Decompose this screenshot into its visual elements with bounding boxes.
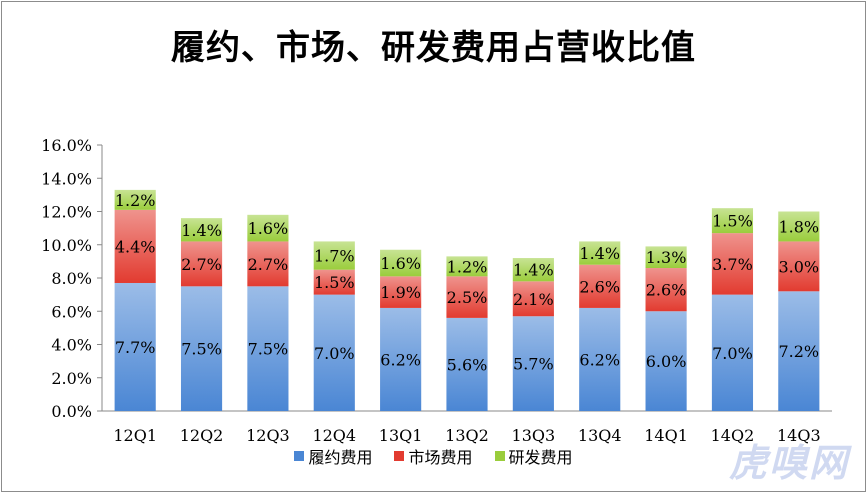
data-label: 2.7% bbox=[181, 255, 222, 274]
bar-segment bbox=[579, 241, 621, 265]
x-tick-label: 12Q3 bbox=[246, 426, 290, 445]
data-label: 1.6% bbox=[380, 254, 421, 273]
data-label: 1.4% bbox=[181, 221, 222, 240]
data-label: 7.2% bbox=[778, 342, 819, 361]
bar-segment bbox=[778, 291, 820, 411]
bar-segment bbox=[247, 214, 289, 242]
bar-segment bbox=[380, 249, 422, 277]
y-tick-label: 14.0% bbox=[41, 169, 92, 188]
bar-segment bbox=[778, 211, 820, 242]
data-label: 2.1% bbox=[513, 290, 554, 309]
x-tick-label: 12Q2 bbox=[180, 426, 224, 445]
data-label: 1.4% bbox=[513, 261, 554, 280]
data-label: 6.2% bbox=[579, 350, 620, 369]
y-tick-label: 16.0% bbox=[41, 136, 92, 155]
y-tick-label: 0.0% bbox=[51, 402, 92, 421]
bar-segment bbox=[446, 256, 488, 277]
data-label: 2.6% bbox=[579, 277, 620, 296]
data-label: 1.2% bbox=[447, 257, 488, 276]
y-tick-label: 6.0% bbox=[51, 302, 92, 321]
data-label: 7.7% bbox=[115, 338, 156, 357]
bar-segment bbox=[313, 294, 355, 411]
x-tick-label: 12Q4 bbox=[312, 426, 356, 445]
x-tick-label: 14Q1 bbox=[644, 426, 688, 445]
bar-segment bbox=[645, 311, 687, 411]
bar-segment bbox=[247, 286, 289, 411]
data-label: 2.6% bbox=[646, 281, 687, 300]
data-label: 1.2% bbox=[115, 191, 156, 210]
bar-segment bbox=[579, 264, 621, 308]
bar-segment bbox=[380, 276, 422, 308]
data-label: 1.6% bbox=[248, 219, 289, 238]
x-tick-label: 12Q1 bbox=[113, 426, 157, 445]
bar-segment bbox=[180, 241, 223, 287]
bar-segment bbox=[446, 317, 488, 411]
data-label: 2.7% bbox=[248, 255, 289, 274]
data-label: 1.7% bbox=[314, 247, 355, 266]
legend-label-marketing: 市场费用 bbox=[408, 448, 473, 467]
legend-swatch-rnd bbox=[494, 451, 505, 461]
data-label: 1.5% bbox=[314, 273, 355, 292]
bar-segment bbox=[180, 218, 223, 242]
data-label: 7.5% bbox=[181, 340, 222, 359]
legend-label-rnd: 研发费用 bbox=[508, 448, 573, 467]
data-label: 3.7% bbox=[712, 255, 753, 274]
x-tick-label: 14Q2 bbox=[711, 426, 755, 445]
bar-segment bbox=[645, 268, 687, 312]
bar-segment bbox=[711, 294, 754, 411]
bar-segment bbox=[579, 307, 621, 411]
data-label: 4.4% bbox=[115, 237, 156, 256]
bar-segment bbox=[313, 269, 355, 295]
data-label: 1.9% bbox=[380, 283, 421, 302]
data-label: 5.6% bbox=[447, 355, 488, 374]
data-label: 7.0% bbox=[314, 344, 355, 363]
data-label: 6.2% bbox=[380, 350, 421, 369]
data-label: 2.5% bbox=[447, 288, 488, 307]
x-tick-label: 13Q1 bbox=[379, 426, 423, 445]
bar-segment bbox=[711, 233, 754, 295]
data-label: 1.4% bbox=[579, 244, 620, 263]
watermark: 虎嗅网 bbox=[728, 441, 849, 485]
data-label: 6.0% bbox=[646, 352, 687, 371]
bar-segment bbox=[645, 246, 687, 269]
x-tick-label: 13Q2 bbox=[445, 426, 489, 445]
bar-segment bbox=[512, 316, 554, 411]
bar-segment bbox=[313, 241, 355, 270]
data-label: 3.0% bbox=[778, 257, 819, 276]
legend-label-fulfillment: 履约费用 bbox=[308, 448, 373, 467]
legend-item-marketing: 市场费用 bbox=[394, 444, 473, 468]
data-label: 1.5% bbox=[712, 212, 753, 231]
legend: 履约费用 市场费用 研发费用 bbox=[0, 444, 867, 468]
bar-segment bbox=[114, 189, 156, 210]
bar-segment bbox=[711, 208, 754, 234]
data-label: 7.5% bbox=[248, 340, 289, 359]
data-label: 7.0% bbox=[712, 344, 753, 363]
bar-segment bbox=[380, 307, 422, 411]
bar-segment bbox=[446, 276, 488, 318]
legend-item-fulfillment: 履约费用 bbox=[294, 444, 372, 468]
legend-item-rnd: 研发费用 bbox=[494, 444, 573, 468]
chart-title: 履约、市场、研发费用占营收比值 bbox=[171, 28, 696, 68]
bar-segment bbox=[247, 241, 289, 287]
bar-segment bbox=[512, 281, 554, 317]
y-tick-label: 12.0% bbox=[41, 203, 92, 222]
data-label: 1.3% bbox=[646, 248, 687, 267]
bar-segment bbox=[114, 209, 156, 283]
bar-segment bbox=[180, 286, 223, 411]
x-tick-label: 13Q3 bbox=[512, 426, 556, 445]
data-label: 1.8% bbox=[778, 217, 819, 236]
y-tick-label: 2.0% bbox=[51, 369, 92, 388]
legend-swatch-fulfillment bbox=[294, 451, 305, 461]
y-tick-label: 4.0% bbox=[51, 336, 92, 355]
x-tick-label: 14Q3 bbox=[777, 426, 821, 445]
bar-segment bbox=[114, 282, 156, 411]
bar-segment bbox=[512, 258, 554, 282]
bar-segment bbox=[778, 241, 820, 292]
x-tick-label: 13Q4 bbox=[578, 426, 622, 445]
legend-swatch-marketing bbox=[394, 451, 405, 461]
y-tick-label: 10.0% bbox=[41, 236, 92, 255]
data-label: 5.7% bbox=[513, 355, 554, 374]
y-tick-label: 8.0% bbox=[51, 269, 92, 288]
